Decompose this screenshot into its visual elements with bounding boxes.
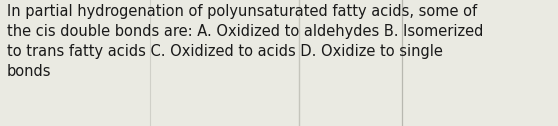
Text: In partial hydrogenation of polyunsaturated fatty acids, some of
the cis double : In partial hydrogenation of polyunsatura… bbox=[7, 4, 483, 79]
